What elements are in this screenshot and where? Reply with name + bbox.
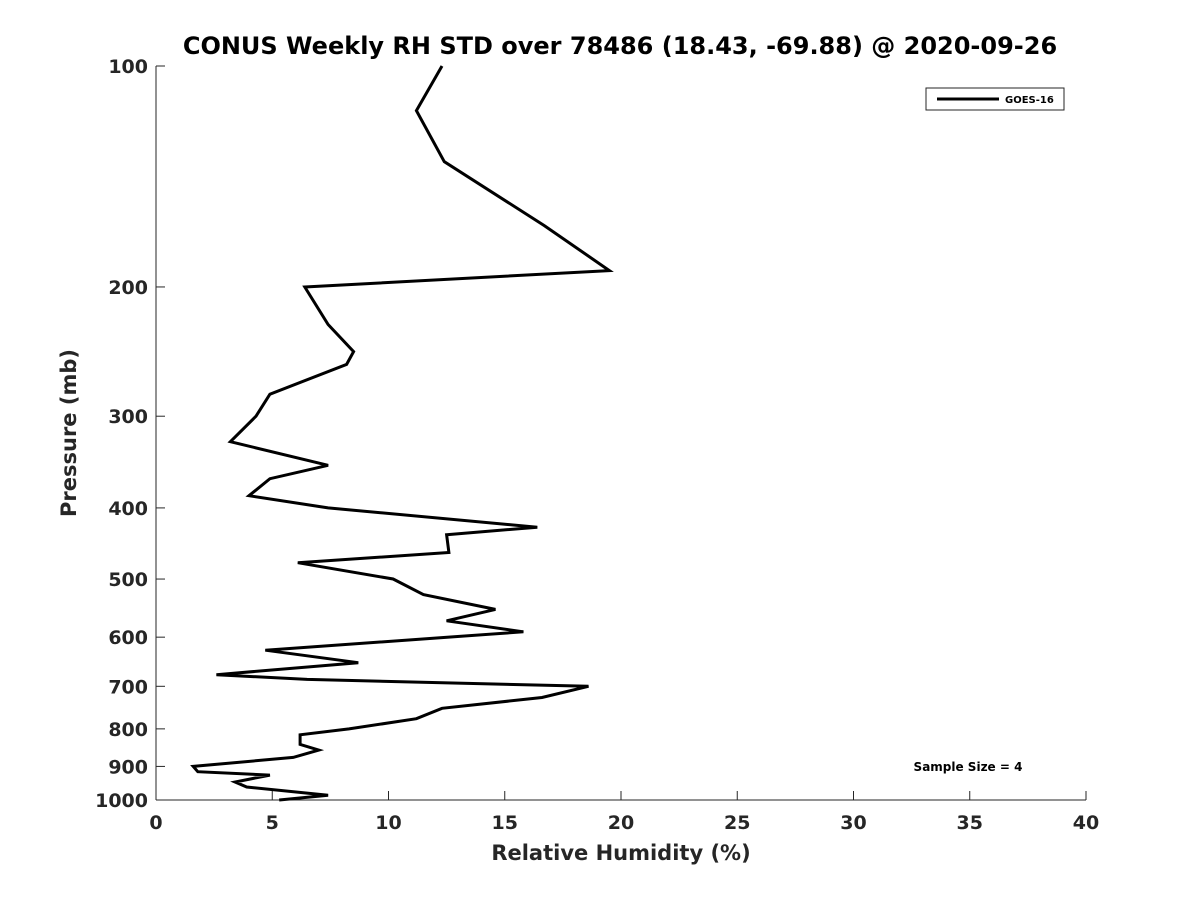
y-tick-label: 900: [108, 756, 148, 778]
series-line-goes-16: [190, 65, 614, 802]
x-tick-label: 35: [957, 812, 983, 834]
legend: GOES-16: [925, 87, 1065, 111]
x-tick-label: 40: [1073, 812, 1099, 834]
plot-frame: [155, 66, 1086, 801]
y-tick-label: 500: [108, 569, 148, 591]
x-tick-label: 30: [840, 812, 866, 834]
y-axis-ticks: 100 200 300 400 500 600 700 800 900 1000: [95, 56, 165, 812]
y-axis-label: Pressure (mb): [57, 349, 81, 517]
series-layer: [190, 65, 614, 802]
y-tick-label: 100: [108, 56, 148, 78]
y-tick-label: 200: [108, 277, 148, 299]
y-tick-label: 800: [108, 719, 148, 741]
x-tick-label: 15: [492, 812, 518, 834]
legend-label-goes-16: GOES-16: [1005, 95, 1054, 106]
chart-title: CONUS Weekly RH STD over 78486 (18.43, -…: [183, 32, 1057, 60]
y-tick-label: 600: [108, 627, 148, 649]
y-tick-label: 1000: [95, 790, 148, 812]
x-tick-label: 5: [266, 812, 279, 834]
y-tick-label: 700: [108, 676, 148, 698]
x-tick-label: 0: [149, 812, 162, 834]
x-tick-label: 25: [724, 812, 750, 834]
x-axis-label: Relative Humidity (%): [491, 841, 750, 865]
x-axis-ticks: 0 5 10 15 20 25 30 35 40: [149, 791, 1099, 834]
y-tick-label: 300: [108, 406, 148, 428]
sample-size-annotation: Sample Size = 4: [914, 760, 1023, 774]
x-tick-label: 10: [375, 812, 401, 834]
y-tick-label: 400: [108, 498, 148, 520]
x-tick-label: 20: [608, 812, 634, 834]
